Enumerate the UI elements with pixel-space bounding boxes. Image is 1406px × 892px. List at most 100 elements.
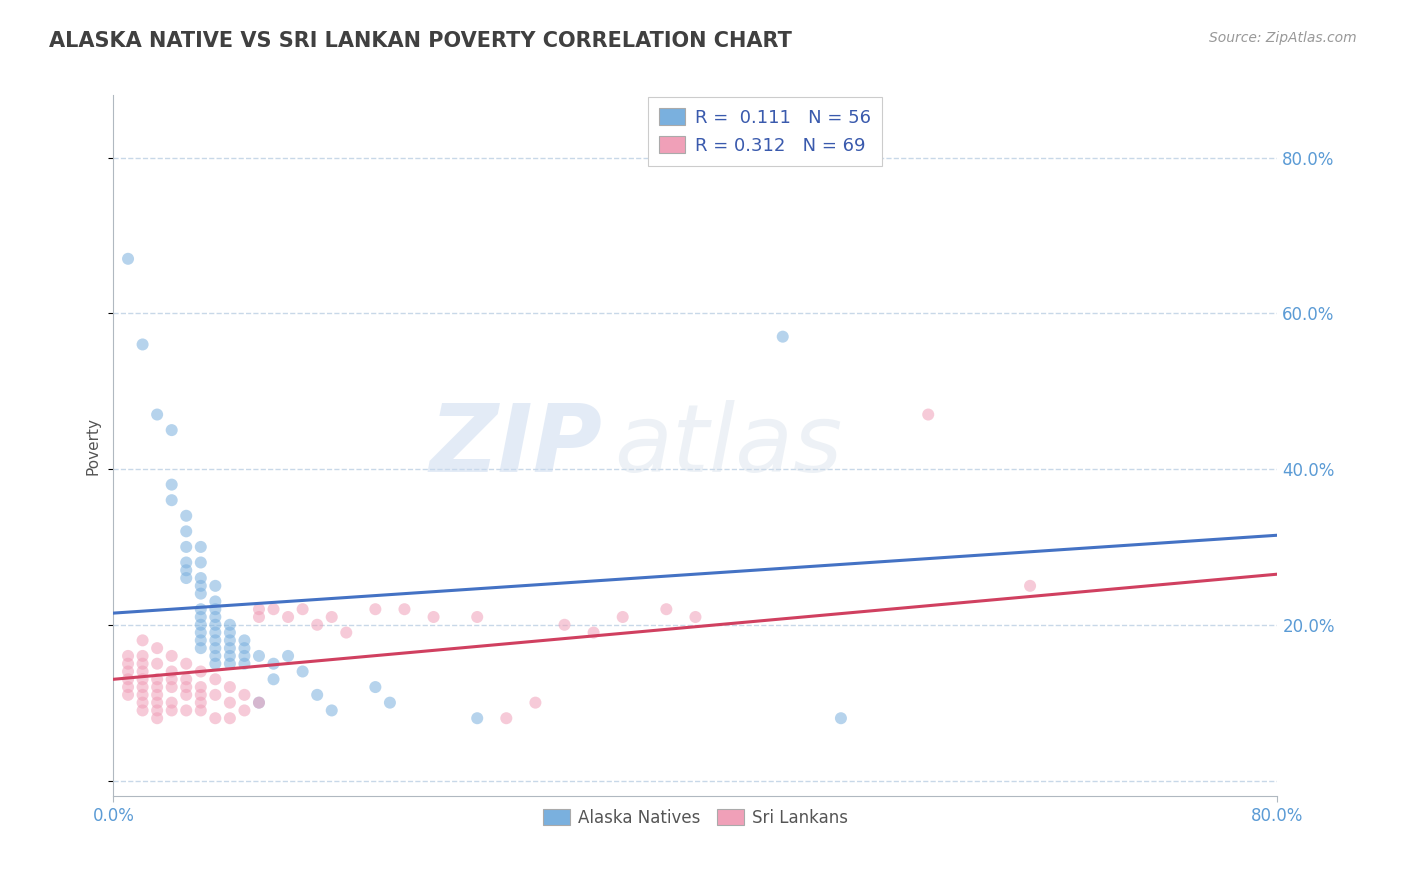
Point xyxy=(146,696,169,710)
Point xyxy=(146,703,169,717)
Point xyxy=(190,602,212,616)
Point xyxy=(190,641,212,656)
Point xyxy=(174,524,197,539)
Point xyxy=(582,625,605,640)
Point xyxy=(465,610,488,624)
Point xyxy=(204,641,226,656)
Point xyxy=(146,641,169,656)
Point xyxy=(160,696,183,710)
Point xyxy=(233,688,256,702)
Point xyxy=(612,610,634,624)
Point xyxy=(174,556,197,570)
Point xyxy=(219,633,242,648)
Point xyxy=(146,688,169,702)
Point xyxy=(131,665,153,679)
Point xyxy=(190,680,212,694)
Point xyxy=(247,610,270,624)
Point xyxy=(131,633,153,648)
Point xyxy=(524,696,547,710)
Point xyxy=(117,680,139,694)
Point xyxy=(219,657,242,671)
Point xyxy=(174,688,197,702)
Point xyxy=(364,680,387,694)
Point xyxy=(174,563,197,577)
Point xyxy=(772,329,794,343)
Point xyxy=(160,673,183,687)
Legend: Alaska Natives, Sri Lankans: Alaska Natives, Sri Lankans xyxy=(536,802,855,833)
Point xyxy=(247,602,270,616)
Point xyxy=(830,711,852,725)
Text: atlas: atlas xyxy=(614,401,842,491)
Point xyxy=(204,617,226,632)
Point xyxy=(204,610,226,624)
Point xyxy=(422,610,444,624)
Point xyxy=(117,648,139,663)
Point xyxy=(190,587,212,601)
Text: Source: ZipAtlas.com: Source: ZipAtlas.com xyxy=(1209,31,1357,45)
Point xyxy=(160,493,183,508)
Point xyxy=(131,703,153,717)
Point xyxy=(204,711,226,725)
Point xyxy=(190,571,212,585)
Point xyxy=(190,665,212,679)
Point xyxy=(291,602,314,616)
Point xyxy=(190,625,212,640)
Point xyxy=(917,408,939,422)
Point xyxy=(277,648,299,663)
Point xyxy=(190,703,212,717)
Point xyxy=(378,696,401,710)
Point xyxy=(204,657,226,671)
Point xyxy=(321,703,343,717)
Point xyxy=(219,648,242,663)
Point xyxy=(263,602,285,616)
Point xyxy=(233,641,256,656)
Point xyxy=(204,673,226,687)
Point xyxy=(146,657,169,671)
Point xyxy=(321,610,343,624)
Point xyxy=(160,680,183,694)
Point xyxy=(190,540,212,554)
Point xyxy=(160,477,183,491)
Point xyxy=(146,680,169,694)
Point xyxy=(146,711,169,725)
Point xyxy=(553,617,575,632)
Point xyxy=(219,625,242,640)
Point xyxy=(117,252,139,266)
Point xyxy=(219,680,242,694)
Point xyxy=(247,696,270,710)
Point xyxy=(174,571,197,585)
Point xyxy=(160,648,183,663)
Point xyxy=(233,648,256,663)
Point xyxy=(190,696,212,710)
Point xyxy=(174,540,197,554)
Y-axis label: Poverty: Poverty xyxy=(86,417,100,475)
Point xyxy=(117,665,139,679)
Point xyxy=(146,673,169,687)
Point xyxy=(131,657,153,671)
Point xyxy=(117,657,139,671)
Point xyxy=(204,648,226,663)
Point xyxy=(247,648,270,663)
Point xyxy=(117,673,139,687)
Point xyxy=(131,680,153,694)
Point xyxy=(655,602,678,616)
Point xyxy=(307,688,329,702)
Point xyxy=(233,703,256,717)
Point xyxy=(291,665,314,679)
Point xyxy=(146,408,169,422)
Point xyxy=(117,688,139,702)
Point xyxy=(219,696,242,710)
Point xyxy=(131,648,153,663)
Point xyxy=(174,508,197,523)
Point xyxy=(685,610,707,624)
Point xyxy=(190,556,212,570)
Point xyxy=(364,602,387,616)
Point xyxy=(394,602,416,616)
Point xyxy=(495,711,517,725)
Point xyxy=(131,673,153,687)
Point xyxy=(174,680,197,694)
Text: ALASKA NATIVE VS SRI LANKAN POVERTY CORRELATION CHART: ALASKA NATIVE VS SRI LANKAN POVERTY CORR… xyxy=(49,31,792,51)
Point xyxy=(233,633,256,648)
Point xyxy=(160,703,183,717)
Point xyxy=(160,423,183,437)
